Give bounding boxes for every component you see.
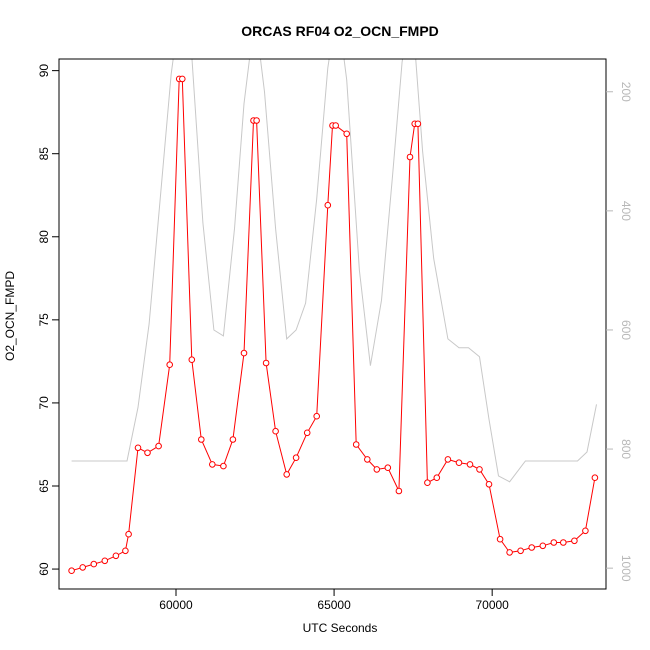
data-point (188, 356, 196, 364)
data-point (166, 361, 173, 369)
data-point (414, 120, 422, 128)
data-point (485, 481, 493, 488)
data-point (68, 567, 75, 575)
data-point (496, 535, 504, 543)
data-point (101, 557, 109, 565)
data-point (209, 461, 216, 468)
y-axis-label: O2_OCN_FMPD (3, 271, 17, 361)
data-point (571, 537, 578, 545)
x-tick-label: 60000 (159, 598, 193, 612)
data-point (122, 547, 129, 555)
plot-area (68, 59, 599, 575)
data-point (384, 464, 392, 472)
x-axis-label: UTC Seconds (303, 621, 378, 635)
y-tick-label: 75 (37, 313, 51, 327)
data-point (198, 436, 205, 443)
data-point (240, 349, 248, 357)
data-point (560, 539, 567, 546)
data-point (253, 117, 260, 124)
data-point (272, 427, 279, 435)
y-axis-right: 200 400 600 800 1000 (606, 82, 633, 582)
data-point (229, 436, 237, 443)
series-line-secondary (71, 59, 597, 483)
y-tick-label: 65 (37, 479, 51, 493)
data-point (144, 449, 151, 457)
data-point (444, 456, 452, 463)
y2-tick-label: 800 (619, 439, 633, 459)
data-point (79, 564, 86, 571)
y-tick-label: 60 (37, 562, 51, 576)
data-point (292, 454, 300, 462)
data-point (134, 444, 142, 452)
data-point (313, 412, 321, 420)
data-point (582, 527, 589, 535)
chart-title: ORCAS RF04 O2_OCN_FMPD (241, 23, 439, 39)
data-point (395, 487, 403, 495)
data-point (179, 75, 186, 83)
data-point (364, 456, 371, 463)
data-point (303, 429, 311, 437)
data-point (476, 466, 483, 473)
data-point (591, 474, 599, 482)
plot-frame (58, 58, 607, 590)
data-point (433, 474, 441, 482)
data-point (539, 542, 547, 550)
data-point (455, 459, 463, 467)
y2-tick-label: 1000 (619, 555, 633, 582)
data-point (324, 201, 332, 209)
data-point (112, 552, 120, 560)
y2-tick-label: 400 (619, 201, 633, 221)
x-tick-label: 70000 (475, 598, 509, 612)
y2-tick-label: 600 (619, 320, 633, 340)
y-tick-label: 85 (37, 147, 51, 161)
data-point (466, 461, 474, 468)
x-tick-label: 65000 (317, 598, 351, 612)
y-axis-left: 60 65 70 75 80 85 90 (37, 64, 59, 576)
x-axis: 60000 65000 70000 (159, 589, 509, 612)
y-tick-label: 90 (37, 64, 51, 78)
data-point (424, 479, 431, 487)
y2-tick-label: 200 (619, 82, 633, 102)
data-point (125, 530, 132, 538)
data-point (352, 441, 360, 448)
data-point (343, 130, 351, 138)
data-point (283, 471, 291, 478)
data-point (506, 549, 513, 556)
data-point (332, 122, 340, 129)
data-point (220, 462, 227, 470)
data-point (155, 442, 162, 450)
data-point (262, 359, 270, 367)
data-point (373, 466, 381, 473)
data-point (550, 539, 558, 546)
series-line-primary (71, 78, 596, 572)
data-point (528, 544, 536, 551)
y-tick-label: 80 (37, 230, 51, 244)
data-point (517, 547, 524, 555)
data-point (90, 560, 98, 568)
y-tick-label: 70 (37, 396, 51, 410)
data-point (406, 153, 414, 161)
